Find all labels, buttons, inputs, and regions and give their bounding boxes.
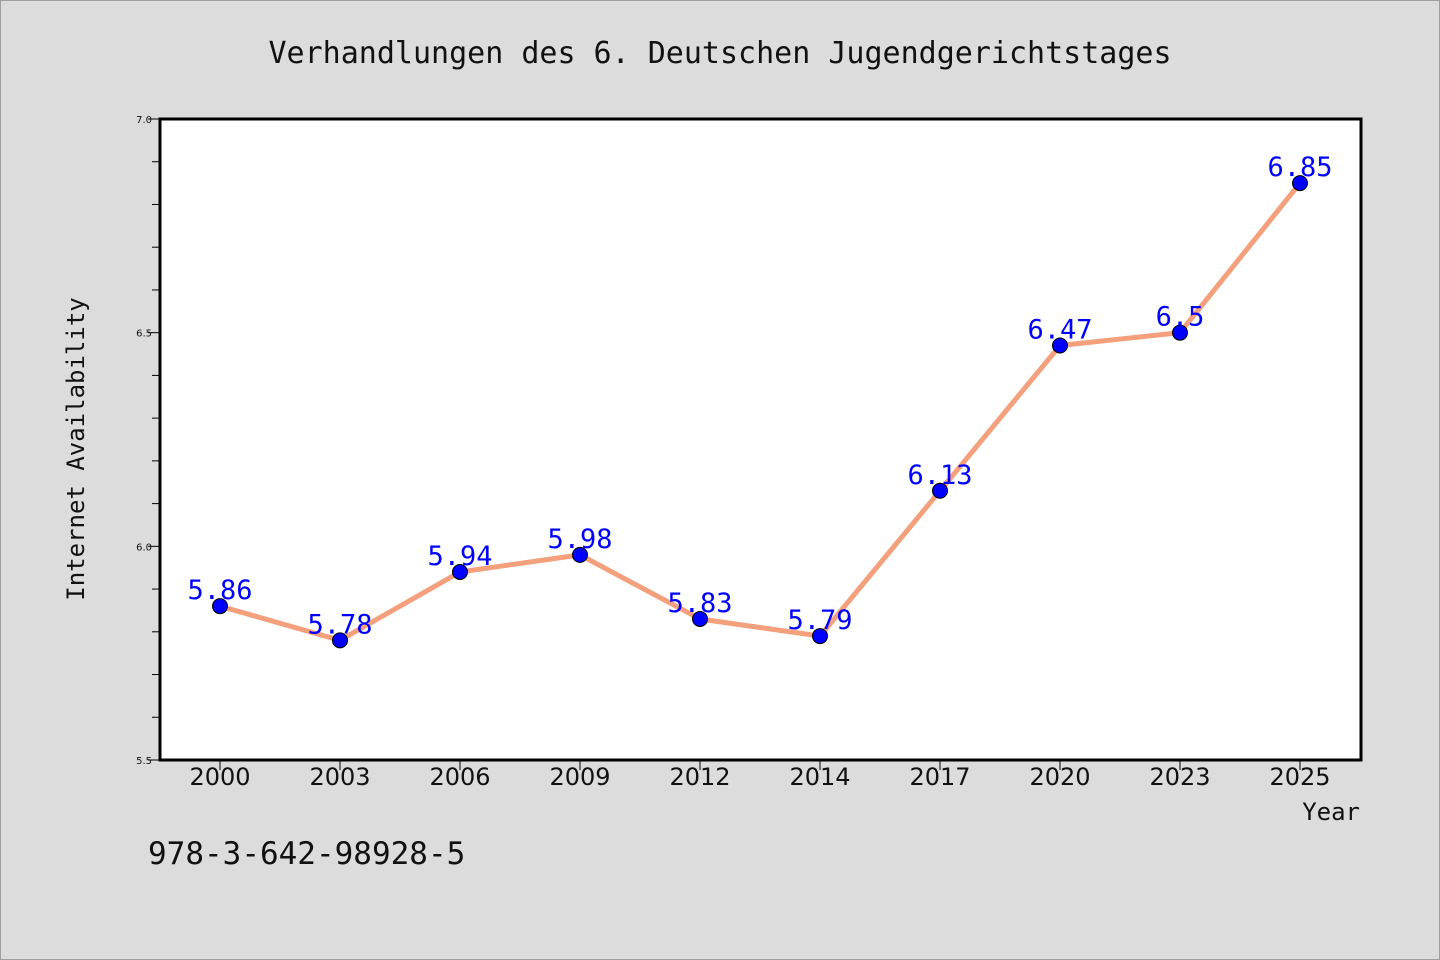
isbn-text: 978-3-642-98928-5 — [148, 836, 465, 872]
data-label: 5.98 — [547, 524, 612, 555]
x-tick-label: 2000 — [189, 763, 250, 791]
data-point — [932, 482, 948, 499]
data-label: 5.78 — [307, 609, 372, 640]
y-tick-label: 6.0 — [136, 542, 152, 553]
x-tick-label: 2023 — [1149, 763, 1210, 791]
data-point — [1052, 337, 1068, 354]
data-label: 5.94 — [427, 541, 492, 572]
series-line — [219, 181, 1302, 643]
data-label: 5.86 — [187, 575, 252, 606]
data-label: 6.47 — [1027, 314, 1092, 345]
data-label: 5.79 — [787, 605, 852, 636]
data-point — [812, 628, 828, 645]
data-point — [212, 598, 228, 615]
x-tick-label: 2012 — [669, 763, 730, 791]
x-tick-label: 2003 — [309, 763, 370, 791]
plot-area — [160, 119, 1361, 760]
data-label: 6.13 — [907, 460, 972, 491]
data-label: 6.85 — [1267, 152, 1332, 183]
y-tick-label: 6.5 — [136, 329, 152, 340]
data-point — [572, 546, 588, 563]
plot-border — [158, 117, 1363, 762]
data-point — [332, 632, 348, 649]
data-label: 6.5 — [1156, 302, 1205, 333]
y-tick-label: 7.0 — [136, 115, 152, 126]
data-point — [692, 610, 708, 627]
data-point — [452, 563, 468, 580]
x-tick-label: 2014 — [789, 763, 850, 791]
data-point — [1172, 324, 1188, 341]
x-axis: 2000 2003 2006 2009 2012 2014 2017 2020 2023 2025 — [189, 760, 1331, 791]
x-tick-label: 2006 — [429, 763, 490, 791]
y-tick-label: 5.5 — [136, 756, 152, 767]
data-label: 5.83 — [667, 588, 732, 619]
chart-title: Verhandlungen des 6. Deutschen Jugendger… — [268, 36, 1171, 71]
x-tick-label: 2020 — [1029, 763, 1090, 791]
x-tick-label: 2017 — [909, 763, 970, 791]
x-axis-label: Year — [1302, 798, 1360, 826]
x-tick-label: 2009 — [549, 763, 610, 791]
x-tick-label: 2025 — [1269, 763, 1330, 791]
data-point — [1292, 175, 1308, 192]
series-line-group: 5.86 5.78 5.94 5.98 5.83 5.79 6.13 6.47 6.5 6.85 — [187, 152, 1333, 649]
y-axis-label: Internet Availability — [62, 297, 90, 600]
y-axis: 5.5 6.0 6.5 7.0 — [136, 115, 160, 767]
